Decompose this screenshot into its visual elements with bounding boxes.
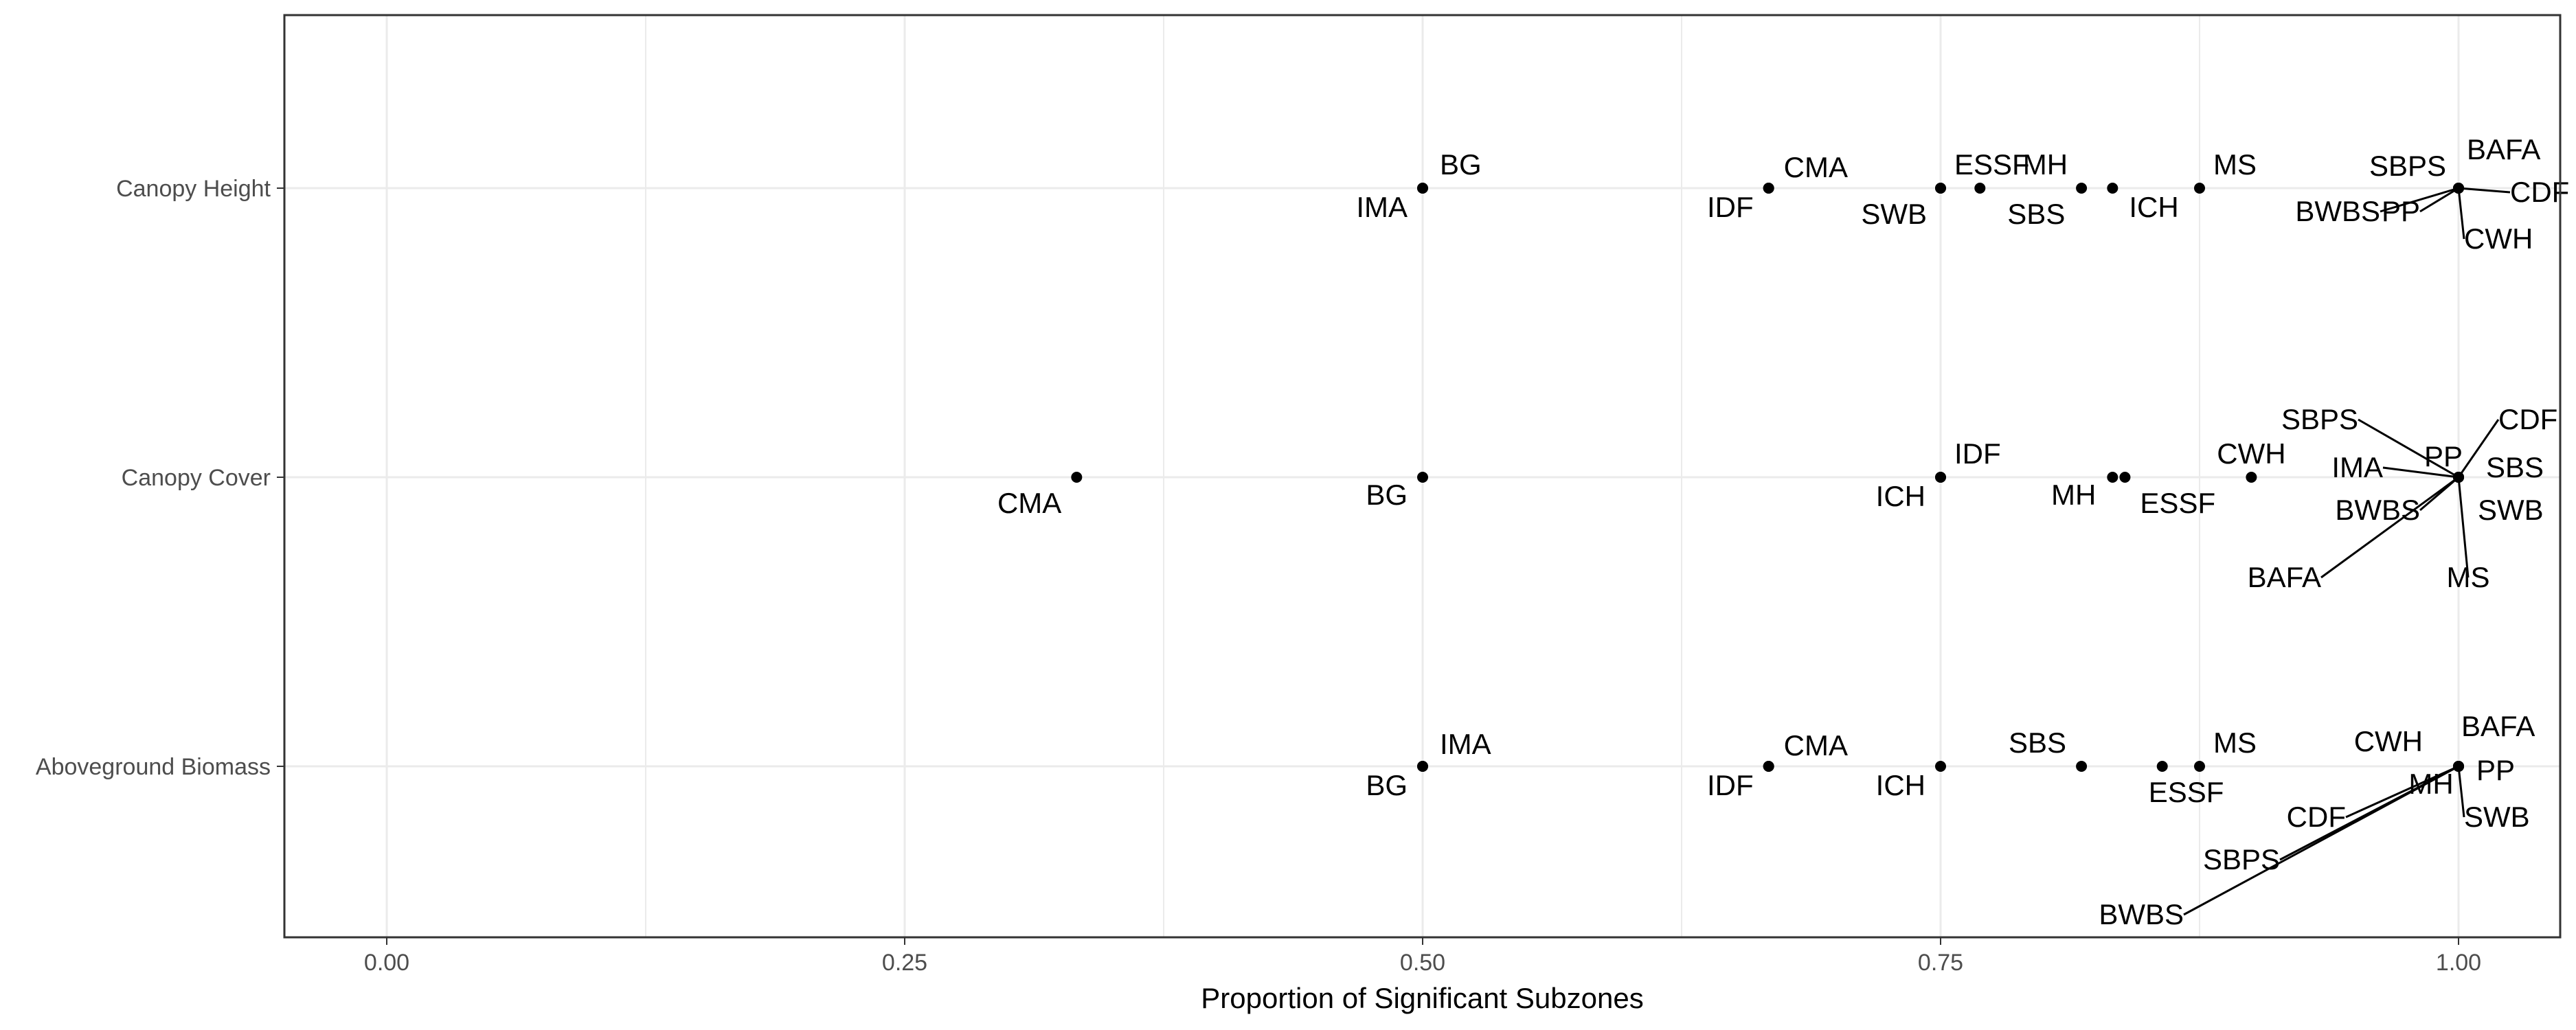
data-point	[2453, 472, 2464, 483]
leader-line	[2382, 466, 2459, 479]
data-point	[2076, 761, 2088, 772]
x-tick-label: 0.50	[1400, 950, 1445, 976]
data-point	[2119, 472, 2131, 483]
point-label: SBS	[2486, 451, 2544, 483]
leader-line	[2358, 418, 2459, 479]
data-point	[1417, 183, 1428, 194]
x-axis-title: Proportion of Significant Subzones	[1201, 982, 1643, 1014]
point-label: IDF	[1707, 191, 1754, 223]
point-label: IMA	[1356, 191, 1408, 223]
y-tick-label: Canopy Cover	[122, 465, 271, 491]
point-label: SWB	[1861, 198, 1927, 230]
point-label: CMA	[1784, 729, 1848, 762]
data-point	[2453, 761, 2464, 772]
point-label: ESSF	[2140, 487, 2215, 519]
leader-line	[2320, 476, 2459, 579]
point-label: PP	[2424, 440, 2463, 472]
point-label: SBS	[2007, 198, 2065, 230]
point-label: IMA	[2331, 451, 2383, 483]
point-label: CWH	[2354, 725, 2423, 757]
point-label: CWH	[2217, 437, 2285, 470]
data-point	[1935, 183, 1946, 194]
point-label: MH	[2023, 148, 2068, 181]
point-label: IDF	[1954, 437, 2001, 470]
leader-line	[2345, 765, 2459, 819]
point-labels: BG IMA CMA IDF ESSF SWB SBS MH ICH MS SBPS BAFA CDF C…	[997, 133, 2569, 930]
x-tick-label: 1.00	[2436, 950, 2481, 976]
data-point	[1763, 761, 1774, 772]
point-label: SBPS	[2369, 150, 2446, 182]
leader-line	[2457, 477, 2470, 578]
point-label: SWB	[2464, 801, 2530, 833]
x-tick-label: 0.25	[882, 950, 927, 976]
leader-line	[2183, 765, 2459, 916]
leader-line	[2380, 187, 2459, 213]
point-label: BG	[1366, 479, 1408, 511]
data-point	[1417, 761, 1428, 772]
point-label: CMA	[997, 487, 1061, 519]
leader-line	[2457, 766, 2465, 818]
x-tick-label: 0.75	[1918, 950, 1963, 976]
point-label: CMA	[1784, 151, 1848, 183]
y-tick-label: Aboveground Biomass	[36, 754, 271, 780]
data-point	[2156, 761, 2168, 772]
point-label: SBPS	[2281, 403, 2358, 435]
data-point	[2453, 183, 2464, 194]
point-label: BWBS	[2335, 494, 2420, 526]
point-label: MS	[2447, 561, 2490, 593]
point-label: MH	[2408, 768, 2453, 800]
data-point	[1071, 472, 1083, 483]
point-label: PP	[2382, 195, 2420, 227]
point-label: ICH	[1876, 480, 1925, 512]
data-point	[2194, 183, 2205, 194]
point-label: BAFA	[2467, 133, 2540, 165]
point-label: IMA	[1440, 728, 1491, 760]
point-label: SBPS	[2203, 843, 2280, 876]
y-tick-label: Canopy Height	[116, 176, 271, 202]
point-label: ICH	[1876, 769, 1925, 801]
data-point	[1935, 472, 1946, 483]
data-point	[2246, 472, 2257, 483]
point-label: MS	[2213, 148, 2257, 181]
point-label: CWH	[2464, 222, 2533, 255]
panel-border	[283, 14, 2562, 939]
data-point	[2194, 761, 2205, 772]
data-point	[2107, 183, 2119, 194]
data-point	[1974, 183, 1986, 194]
data-point	[2076, 183, 2088, 194]
data-points	[1071, 183, 2464, 772]
leader-line	[2457, 187, 2465, 240]
x-axis-ticks: 0.00 0.25 0.50 0.75 1.00	[364, 937, 2481, 976]
data-point	[1935, 761, 1946, 772]
point-label: CDF	[2498, 403, 2557, 435]
point-label: SWB	[2478, 494, 2544, 526]
point-label: BWBS	[2099, 898, 2184, 930]
point-label: ESSF	[1954, 148, 2030, 181]
data-point	[2107, 472, 2119, 483]
point-label: BG	[1440, 148, 1482, 181]
y-axis-ticks: Canopy Height Canopy Cover Aboveground Bio…	[36, 176, 284, 780]
x-tick-label: 0.00	[364, 950, 409, 976]
point-label: SBS	[2009, 726, 2066, 759]
point-label: CDF	[2287, 801, 2346, 833]
point-label: ICH	[2129, 191, 2178, 223]
point-label: IDF	[1707, 769, 1754, 801]
data-point	[1763, 183, 1774, 194]
leader-line	[2419, 187, 2459, 213]
point-label: BAFA	[2461, 710, 2535, 742]
data-point	[1417, 472, 1428, 483]
leader-line	[2458, 187, 2511, 194]
label-leader-lines	[2183, 187, 2511, 916]
leader-line	[2457, 419, 2500, 478]
point-label: BG	[1366, 769, 1408, 801]
point-label: PP	[2476, 754, 2515, 786]
point-label: BWBS	[2295, 195, 2380, 227]
point-label: MH	[2051, 479, 2096, 511]
point-label: MS	[2213, 726, 2257, 759]
point-label: BAFA	[2248, 561, 2321, 593]
point-label: ESSF	[2149, 776, 2224, 808]
